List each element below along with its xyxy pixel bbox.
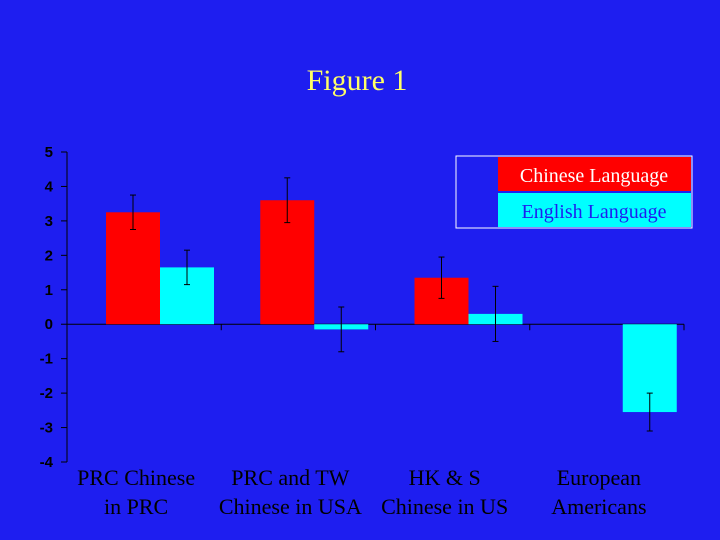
y-tick-label: 1: [45, 282, 53, 299]
legend: Chinese Language English Language: [455, 155, 693, 229]
y-tick-label: 5: [45, 144, 53, 161]
category-label-3: Americans: [551, 494, 646, 519]
y-tick-label: 3: [45, 213, 53, 230]
plot-area: 5 4 3 2 1 0 -1 -2 -3 -4 PRC Chinese in PRC PRC and T…: [40, 144, 685, 519]
category-label-0: PRC Chinese: [77, 465, 195, 490]
legend-label-english-language: English Language: [522, 201, 667, 223]
legend-swatch-english: [498, 193, 691, 227]
y-tick-label: -4: [40, 454, 54, 471]
y-tick-label: 2: [45, 247, 53, 264]
chart-title: Figure 1: [307, 64, 408, 97]
y-tick-label: -1: [40, 351, 53, 368]
category-label-3: European: [557, 465, 641, 490]
category-label-2: Chinese in US: [381, 494, 508, 519]
bar-chinese-0: [106, 212, 160, 325]
legend-label-chinese-language: Chinese Language: [520, 165, 668, 187]
legend-swatch-chinese: [498, 157, 691, 191]
y-tick-label: 4: [45, 178, 54, 195]
y-tick-label: -3: [40, 420, 53, 437]
category-label-0: in PRC: [104, 494, 168, 519]
y-tick-label: 0: [45, 316, 53, 333]
category-label-2: HK & S: [409, 465, 481, 490]
category-label-1: Chinese in USA: [219, 494, 362, 519]
y-tick-label: -2: [40, 385, 53, 402]
legend-frame: [455, 155, 693, 229]
category-label-1: PRC and TW: [231, 465, 349, 490]
